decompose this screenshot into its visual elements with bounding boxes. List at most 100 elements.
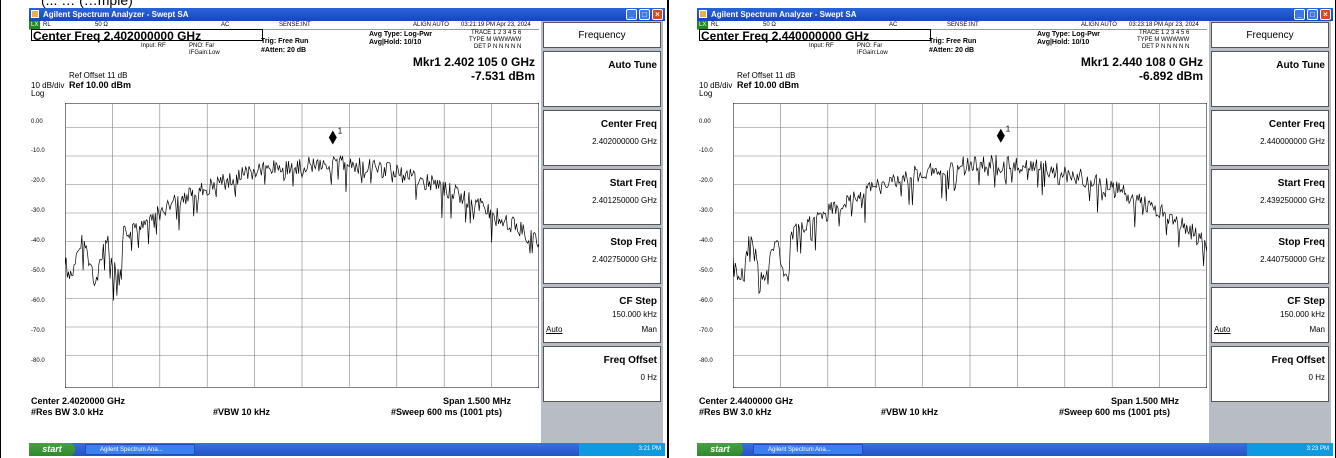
y-tick-label: -40.0 xyxy=(31,238,45,244)
maximize-icon[interactable]: □ xyxy=(1307,9,1318,20)
lx-indicator: LX xyxy=(697,21,709,29)
span: Span 1.500 MHz xyxy=(443,396,512,406)
y-tick-label: -20.0 xyxy=(699,178,713,184)
maximize-icon[interactable]: □ xyxy=(639,9,650,20)
stop-freq-button[interactable]: Stop Freq 2.402750000 GHz xyxy=(543,228,661,284)
center-freq-label: Center Freq xyxy=(1268,119,1325,130)
taskbar-item[interactable]: Agilent Spectrum Ana... xyxy=(753,444,863,455)
log-label: Log xyxy=(31,89,45,98)
span: Span 1.500 MHz xyxy=(1111,396,1180,406)
auto-tune-button[interactable]: Auto Tune xyxy=(543,51,661,107)
frequency-menu-title: Frequency xyxy=(543,22,661,48)
rl-label: RL xyxy=(43,22,51,28)
spectrum-svg: 1 xyxy=(65,103,539,388)
avg-hold-label: Avg|Hold: 10/10 xyxy=(1037,39,1090,46)
spectrum-trace xyxy=(65,154,539,301)
det-row: DET P N N N N N xyxy=(1141,44,1190,50)
y-tick-label: -10.0 xyxy=(31,148,45,154)
y-tick-label: -30.0 xyxy=(31,208,45,214)
ref-offset: Ref Offset 11 dB xyxy=(737,71,796,80)
center-freq-button[interactable]: Center Freq 2.440000000 GHz xyxy=(1211,110,1329,166)
start-button[interactable]: start xyxy=(29,443,75,456)
spectrum-plot[interactable]: 1 xyxy=(65,103,539,388)
softkey-panel: Frequency Auto Tune Center Freq 2.4020000… xyxy=(541,21,663,443)
sense-label: SENSE:INT xyxy=(279,22,311,28)
log-label: Log xyxy=(699,89,713,98)
cf-step-label: CF Step xyxy=(619,296,657,307)
auto-tune-button[interactable]: Auto Tune xyxy=(1211,51,1329,107)
menu-title: Frequency xyxy=(1246,30,1294,41)
y-tick-label: -10.0 xyxy=(699,148,713,154)
avg-type-label: Avg Type: Log-Pwr xyxy=(1037,31,1100,38)
screenshot-panel-left: (... … (…mple) Agilent Spectrum Analyzer… xyxy=(0,0,668,458)
center-freq-readout: Center Freq 2.440000000 GHz xyxy=(701,29,870,43)
start-button[interactable]: start xyxy=(697,443,743,456)
start-freq-value: 2.439250000 GHz xyxy=(1260,196,1325,205)
window-title: Agilent Spectrum Analyzer - Swept SA xyxy=(43,10,189,19)
screenshot-panel-right: Agilent Spectrum Analyzer - Swept SA _ □… xyxy=(668,0,1336,458)
start-freq-button[interactable]: Start Freq 2.401250000 GHz xyxy=(543,169,661,225)
stop-freq-value: 2.440750000 GHz xyxy=(1260,255,1325,264)
marker-readout: Mkr1 2.402 105 0 GHz -7.531 dBm xyxy=(413,55,535,83)
auto-tune-label: Auto Tune xyxy=(1276,60,1325,71)
cf-step-label: CF Step xyxy=(1287,296,1325,307)
ref-level: Ref 10.00 dBm xyxy=(737,80,800,90)
taskbar: start Agilent Spectrum Ana... 3:23 PM xyxy=(697,443,1333,456)
freq-offset-button[interactable]: Freq Offset 0 Hz xyxy=(543,346,661,402)
res-bw: #Res BW 3.0 kHz xyxy=(31,407,104,417)
center-freq-box xyxy=(699,29,931,41)
system-tray-clock: 3:21 PM xyxy=(579,443,665,456)
spectrum-plot[interactable]: 1 xyxy=(733,103,1207,388)
y-tick-label: -60.0 xyxy=(699,298,713,304)
center-bottom: Center 2.4400000 GHz xyxy=(699,396,794,406)
y-tick-label: -80.0 xyxy=(699,358,713,364)
trig-label: Trig: Free Run xyxy=(929,38,977,45)
cf-step-value: 150.000 kHz xyxy=(612,310,657,319)
y-tick-label: -70.0 xyxy=(699,328,713,334)
y-tick-label: -20.0 xyxy=(31,178,45,184)
trace-row: TRACE 1 2 3 4 5 6 xyxy=(470,30,522,36)
stop-freq-label: Stop Freq xyxy=(1278,237,1325,248)
stop-freq-label: Stop Freq xyxy=(610,237,657,248)
avg-type-label: Avg Type: Log-Pwr xyxy=(369,31,432,38)
trace-table: TRACE 1 2 3 4 5 6 TYPE M WWWWW DET P N N… xyxy=(469,30,521,51)
cf-step-button[interactable]: CF Step 150.000 kHz Auto Man xyxy=(543,287,661,343)
status-bar: LX RL 50 Ω AC SENSE:INT ALIGN AUTO 03:23… xyxy=(697,21,1207,30)
close-icon[interactable]: × xyxy=(1320,9,1331,20)
freq-offset-button[interactable]: Freq Offset 0 Hz xyxy=(1211,346,1329,402)
minimize-icon[interactable]: _ xyxy=(626,9,637,20)
taskbar-item[interactable]: Agilent Spectrum Ana... xyxy=(85,444,195,455)
db-per-div: 10 dB/div xyxy=(699,81,733,90)
center-freq-readout: Center Freq 2.402000000 GHz xyxy=(33,29,202,43)
softkey-panel: Frequency Auto Tune Center Freq 2.4400000… xyxy=(1209,21,1331,443)
spectrum-trace xyxy=(733,154,1207,295)
y-tick-label: -60.0 xyxy=(31,298,45,304)
start-freq-label: Start Freq xyxy=(1277,178,1325,189)
y-tick-label: -70.0 xyxy=(31,328,45,334)
center-freq-box xyxy=(31,29,263,41)
cf-step-button[interactable]: CF Step 150.000 kHz Auto Man xyxy=(1211,287,1329,343)
marker-diamond xyxy=(996,128,1005,143)
stop-freq-button[interactable]: Stop Freq 2.440750000 GHz xyxy=(1211,228,1329,284)
app-icon xyxy=(31,10,39,18)
app-icon xyxy=(699,10,707,18)
sweep: #Sweep 600 ms (1001 pts) xyxy=(1059,407,1171,417)
trace-table: TRACE 1 2 3 4 5 6 TYPE M WWWWW DET P N N… xyxy=(1137,30,1189,51)
y-tick-label: -50.0 xyxy=(699,268,713,274)
type-row: TYPE M WWWWW xyxy=(469,37,522,43)
marker-frequency: Mkr1 2.440 108 0 GHz xyxy=(1080,55,1203,69)
minimize-icon[interactable]: _ xyxy=(1294,9,1305,20)
spectrum-svg: 1 xyxy=(733,103,1207,388)
vbw: #VBW 10 kHz xyxy=(881,407,939,417)
center-freq-button[interactable]: Center Freq 2.402000000 GHz xyxy=(543,110,661,166)
cf-step-auto: Auto xyxy=(546,325,563,334)
start-freq-button[interactable]: Start Freq 2.439250000 GHz xyxy=(1211,169,1329,225)
align-label: ALIGN AUTO xyxy=(413,22,449,28)
y-tick-label: -40.0 xyxy=(699,238,713,244)
window-title: Agilent Spectrum Analyzer - Swept SA xyxy=(711,10,857,19)
close-icon[interactable]: × xyxy=(652,9,663,20)
freq-offset-label: Freq Offset xyxy=(603,355,657,366)
analyzer-display: LX RL 50 Ω AC SENSE:INT ALIGN AUTO 03:21… xyxy=(29,21,665,443)
system-tray-clock: 3:23 PM xyxy=(1247,443,1333,456)
marker-frequency: Mkr1 2.402 105 0 GHz xyxy=(412,55,535,69)
